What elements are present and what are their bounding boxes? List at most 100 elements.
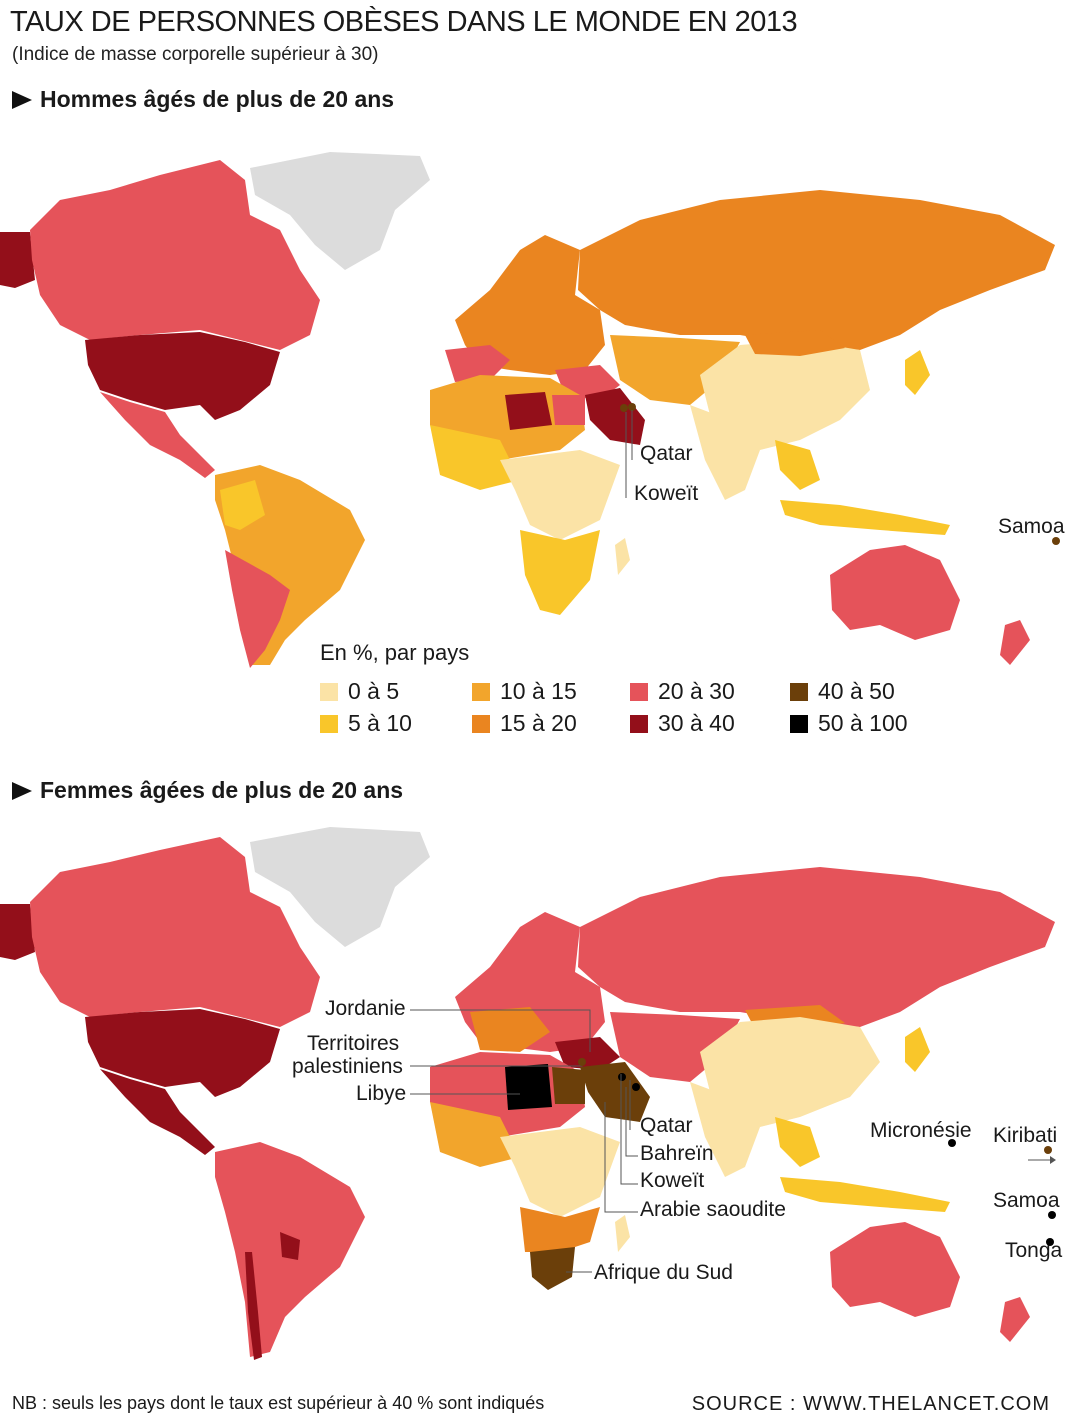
callout-arabie-saoudite: Arabie saoudite — [604, 1102, 786, 1221]
legend-item-15-20: 15 à 20 — [472, 710, 577, 737]
paraguay — [280, 1232, 300, 1260]
page-title: TAUX DE PERSONNES OBÈSES DANS LE MONDE E… — [10, 6, 798, 38]
china — [700, 340, 870, 450]
australia — [830, 545, 960, 640]
russia — [578, 190, 1055, 350]
legend-item-5-10: 5 à 10 — [320, 710, 412, 737]
label-territoires-2: palestiniens — [292, 1055, 403, 1078]
legend-item-20-30: 20 à 30 — [630, 678, 735, 705]
chile-coast — [245, 1252, 262, 1360]
south-asia — [690, 405, 760, 500]
southeast-asia — [775, 1117, 820, 1167]
libya — [505, 1064, 552, 1110]
page-subtitle: (Indice de masse corporelle supérieur à … — [12, 44, 379, 65]
callout-koweit-men: Koweït — [620, 404, 698, 505]
callout-micronesie: Micronésie — [870, 1119, 972, 1147]
callout-afrique-du-sud: Afrique du Sud — [566, 1261, 733, 1284]
mongolia — [745, 330, 845, 356]
indonesia — [780, 1177, 950, 1212]
legend-item-10-15: 10 à 15 — [472, 678, 577, 705]
label-libye: Libye — [356, 1082, 406, 1105]
label-arabie-saoudite: Arabie saoudite — [640, 1198, 786, 1221]
mexico-central-america — [100, 392, 215, 478]
greenland — [250, 152, 430, 270]
label-tonga: Tonga — [1005, 1239, 1063, 1262]
south-asia — [690, 1082, 760, 1177]
callout-samoa-women: Samoa — [993, 1189, 1060, 1219]
indonesia — [780, 500, 950, 535]
pointer-arrow-icon — [12, 91, 32, 109]
legend-label: 40 à 50 — [818, 678, 895, 704]
callout-libye: Libye — [356, 1082, 520, 1105]
australia — [830, 1222, 960, 1317]
south-africa — [530, 1247, 575, 1290]
saudi-arabia — [585, 388, 645, 445]
callout-tonga: Tonga — [1005, 1238, 1063, 1262]
legend-swatch — [630, 715, 648, 733]
legend-label: 50 à 100 — [818, 710, 908, 736]
southern-africa — [520, 1207, 600, 1252]
mexico-central-america — [100, 1069, 215, 1155]
legend-swatch — [320, 683, 338, 701]
central-africa — [500, 450, 620, 540]
section-heading-men-text: Hommes âgés de plus de 20 ans — [40, 86, 395, 112]
legend-title: En %, par pays — [320, 640, 470, 665]
legend-label: 5 à 10 — [348, 710, 412, 736]
legend-swatch — [790, 683, 808, 701]
south-america-west — [225, 550, 290, 668]
label-bahrein: Bahreïn — [640, 1142, 714, 1165]
callout-territoires-palestiniens: Territoires palestiniens — [292, 1032, 586, 1078]
label-samoa-women: Samoa — [993, 1189, 1060, 1212]
legend-item-50-100: 50 à 100 — [790, 710, 908, 737]
legend-item-40-50: 40 à 50 — [790, 678, 895, 705]
legend-item-0-5: 0 à 5 — [320, 678, 399, 705]
section-heading-women: Femmes âgées de plus de 20 ans — [12, 777, 403, 804]
label-micronesie: Micronésie — [870, 1119, 972, 1142]
legend-swatch — [630, 683, 648, 701]
legend-swatch — [472, 683, 490, 701]
alaska — [0, 232, 35, 288]
usa — [85, 332, 280, 420]
saudi-arabia — [580, 1062, 650, 1122]
canada — [30, 837, 320, 1027]
legend-swatch — [790, 715, 808, 733]
legend-swatch — [320, 715, 338, 733]
label-afrique-du-sud: Afrique du Sud — [594, 1261, 733, 1284]
legend-label: 0 à 5 — [348, 678, 400, 704]
china — [700, 1017, 880, 1127]
legend-label: 20 à 30 — [658, 678, 735, 704]
label-kiribati: Kiribati — [993, 1124, 1057, 1147]
section-heading-men: Hommes âgés de plus de 20 ans — [12, 86, 394, 113]
alaska — [0, 904, 35, 960]
callout-kiribati: Kiribati — [993, 1124, 1057, 1164]
callout-bahrein: Bahreïn — [625, 1083, 714, 1165]
label-koweit-men: Koweït — [634, 482, 698, 505]
callout-samoa-men: Samoa — [998, 515, 1065, 545]
middle-east — [555, 1037, 620, 1070]
madagascar — [615, 1215, 630, 1252]
legend-item-30-40: 30 à 40 — [630, 710, 735, 737]
label-samoa-men: Samoa — [998, 515, 1065, 538]
legend-swatch — [472, 715, 490, 733]
new-zealand — [1000, 1297, 1030, 1342]
label-koweit-women: Koweït — [640, 1169, 704, 1192]
world-map-women: Jordanie Territoires palestiniens Libye … — [0, 827, 1063, 1360]
southeast-asia — [775, 440, 820, 490]
russia — [578, 867, 1055, 1027]
europe-west — [445, 345, 510, 382]
west-africa — [430, 425, 520, 490]
label-qatar-women: Qatar — [640, 1114, 693, 1137]
callout-qatar-men: Qatar — [628, 403, 693, 465]
madagascar — [615, 538, 630, 575]
canada — [30, 160, 320, 350]
pointer-arrow-icon — [12, 782, 32, 800]
japan — [905, 1027, 930, 1072]
libya — [505, 392, 552, 430]
label-qatar-men: Qatar — [640, 442, 693, 465]
label-territoires-1: Territoires — [307, 1032, 399, 1055]
egypt — [552, 1067, 585, 1104]
colombia-venezuela — [220, 480, 265, 530]
source-credit: SOURCE : WWW.THELANCET.COM — [691, 1393, 1050, 1415]
central-africa — [500, 1127, 620, 1217]
section-heading-women-text: Femmes âgées de plus de 20 ans — [40, 777, 404, 803]
